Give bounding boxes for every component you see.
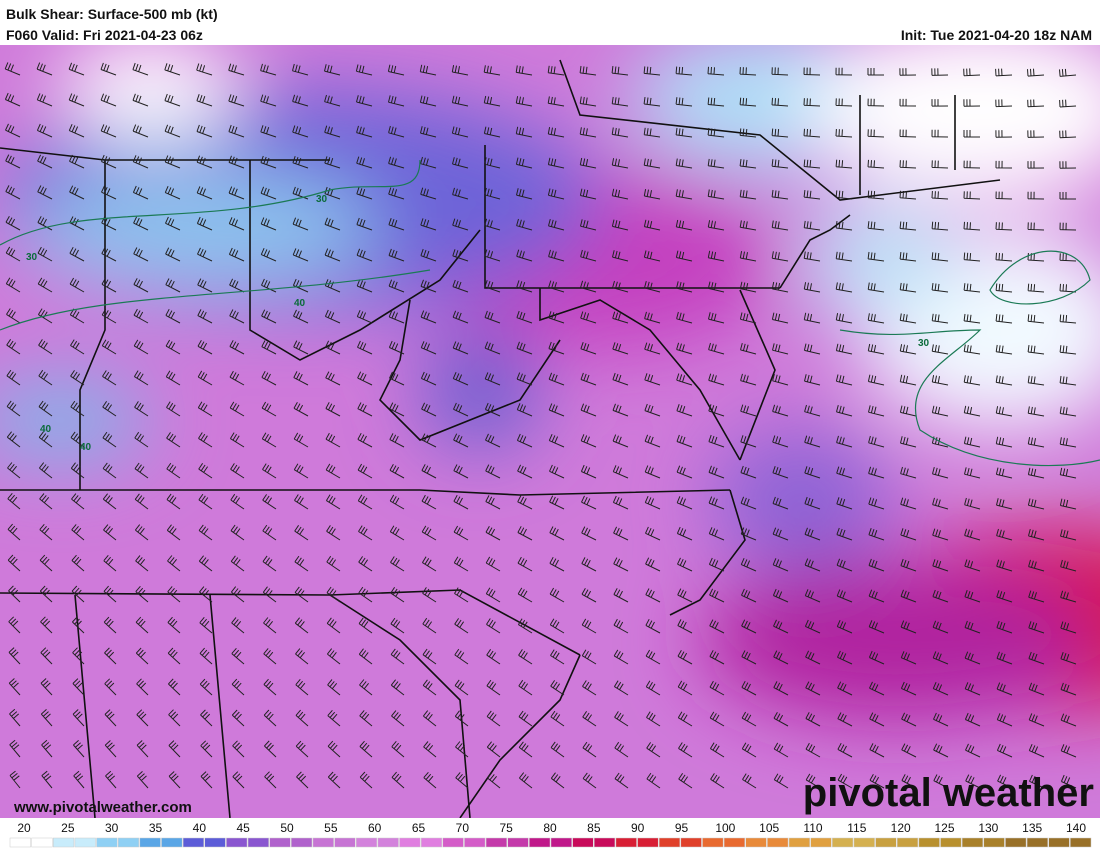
colorbar-label: 30	[105, 821, 119, 835]
colorbar-swatch	[1048, 837, 1070, 848]
colorbar-label: 115	[847, 821, 866, 835]
valid-time: F060 Valid: Fri 2021-04-23 06z	[6, 27, 203, 43]
colorbar-label: 130	[978, 821, 998, 835]
contour-label: 30	[918, 338, 930, 349]
colorbar-swatch	[226, 837, 248, 848]
colorbar-label: 120	[891, 821, 911, 835]
colorbar-swatch	[485, 837, 507, 848]
colorbar-label: 75	[499, 821, 513, 835]
colorbar-swatch	[615, 837, 637, 848]
contour-label: 40	[80, 442, 92, 453]
colorbar-swatch	[74, 837, 96, 848]
colorbar-label: 85	[587, 821, 601, 835]
colorbar-label: 55	[324, 821, 338, 835]
colorbar-swatch	[334, 837, 356, 848]
colorbar-swatch	[377, 837, 399, 848]
colorbar-swatch	[767, 837, 789, 848]
colorbar-swatch	[745, 837, 767, 848]
colorbar-swatch	[875, 837, 897, 848]
colorbar-label: 50	[280, 821, 294, 835]
colorbar-swatch	[247, 837, 269, 848]
colorbar-swatch	[961, 837, 984, 848]
colorbar-swatch	[355, 837, 378, 848]
contour-label: 30	[316, 194, 328, 205]
colorbar-swatch	[896, 837, 919, 848]
colorbar-swatch	[161, 837, 183, 848]
colorbar-label: 105	[759, 821, 779, 835]
colorbar-swatch	[31, 837, 53, 848]
colorbar-swatch	[9, 837, 31, 848]
colorbar-swatch	[637, 837, 659, 848]
colorbar-label: 140	[1066, 821, 1086, 835]
wind-barbs	[4, 62, 1077, 789]
colorbar-swatch	[1005, 837, 1027, 848]
contour-label: 30	[26, 252, 38, 263]
colorbar-swatch	[550, 837, 572, 848]
colorbar-swatch	[940, 837, 962, 848]
init-time: Init: Tue 2021-04-20 18z NAM	[901, 27, 1092, 43]
colorbar-swatch	[442, 837, 464, 848]
colorbar-swatch	[658, 837, 681, 848]
colorbar-swatch	[204, 837, 226, 848]
colorbar-label: 60	[368, 821, 382, 835]
colorbar-label: 65	[412, 821, 426, 835]
colorbar-swatch	[291, 837, 313, 848]
colorbar-swatch	[723, 837, 746, 848]
colorbar-swatch	[529, 837, 551, 848]
colorbar-swatch	[96, 837, 118, 848]
colorbar-label: 40	[193, 821, 207, 835]
site-url: www.pivotalweather.com	[13, 799, 192, 816]
colorbar-label: 110	[803, 821, 822, 835]
map: 30 30 40 30 40 40 www.pivotalweather.com…	[0, 45, 1100, 818]
colorbar-swatch	[399, 837, 421, 848]
colorbar-swatch	[182, 837, 205, 848]
colorbar-swatch	[594, 837, 616, 848]
colorbar-label: 20	[17, 821, 31, 835]
colorbar-swatch	[572, 837, 594, 848]
contour-label: 40	[40, 424, 52, 435]
colorbar-label: 100	[715, 821, 735, 835]
colorbar-label: 135	[1022, 821, 1042, 835]
colorbar-swatch	[832, 837, 854, 848]
logo: pivotal weather	[803, 771, 1094, 815]
colorbar-label: 90	[631, 821, 645, 835]
colorbar-label: 125	[934, 821, 954, 835]
colorbar-label: 25	[61, 821, 75, 835]
colorbar-label: 45	[236, 821, 250, 835]
colorbar-swatch	[117, 837, 140, 848]
colorbar-swatch	[702, 837, 724, 848]
colorbar-swatch	[1070, 837, 1092, 848]
colorbar: 20 25 30 35 40 45 50 55 60 65 70 75 80 85 90 95 100 105 11…	[9, 821, 1092, 848]
colorbar-swatch	[139, 837, 161, 848]
colorbar-swatch	[312, 837, 334, 848]
colorbar-swatch	[420, 837, 443, 848]
map-title: Bulk Shear: Surface-500 mb (kt)	[6, 6, 218, 22]
colorbar-swatch	[1026, 837, 1048, 848]
contour-label: 40	[294, 298, 306, 309]
colorbar-label: 95	[675, 821, 689, 835]
colorbar-swatch	[810, 837, 832, 848]
colorbar-swatch	[983, 837, 1005, 848]
colorbar-swatch	[918, 837, 940, 848]
colorbar-label: 70	[456, 821, 470, 835]
colorbar-swatch	[507, 837, 529, 848]
colorbar-swatch	[680, 837, 702, 848]
colorbar-label: 35	[149, 821, 163, 835]
colorbar-swatch	[53, 837, 75, 848]
colorbar-swatch	[853, 837, 875, 848]
colorbar-swatch	[464, 837, 486, 848]
colorbar-swatch	[788, 837, 810, 848]
colorbar-label: 80	[543, 821, 557, 835]
colorbar-swatch	[269, 837, 291, 848]
